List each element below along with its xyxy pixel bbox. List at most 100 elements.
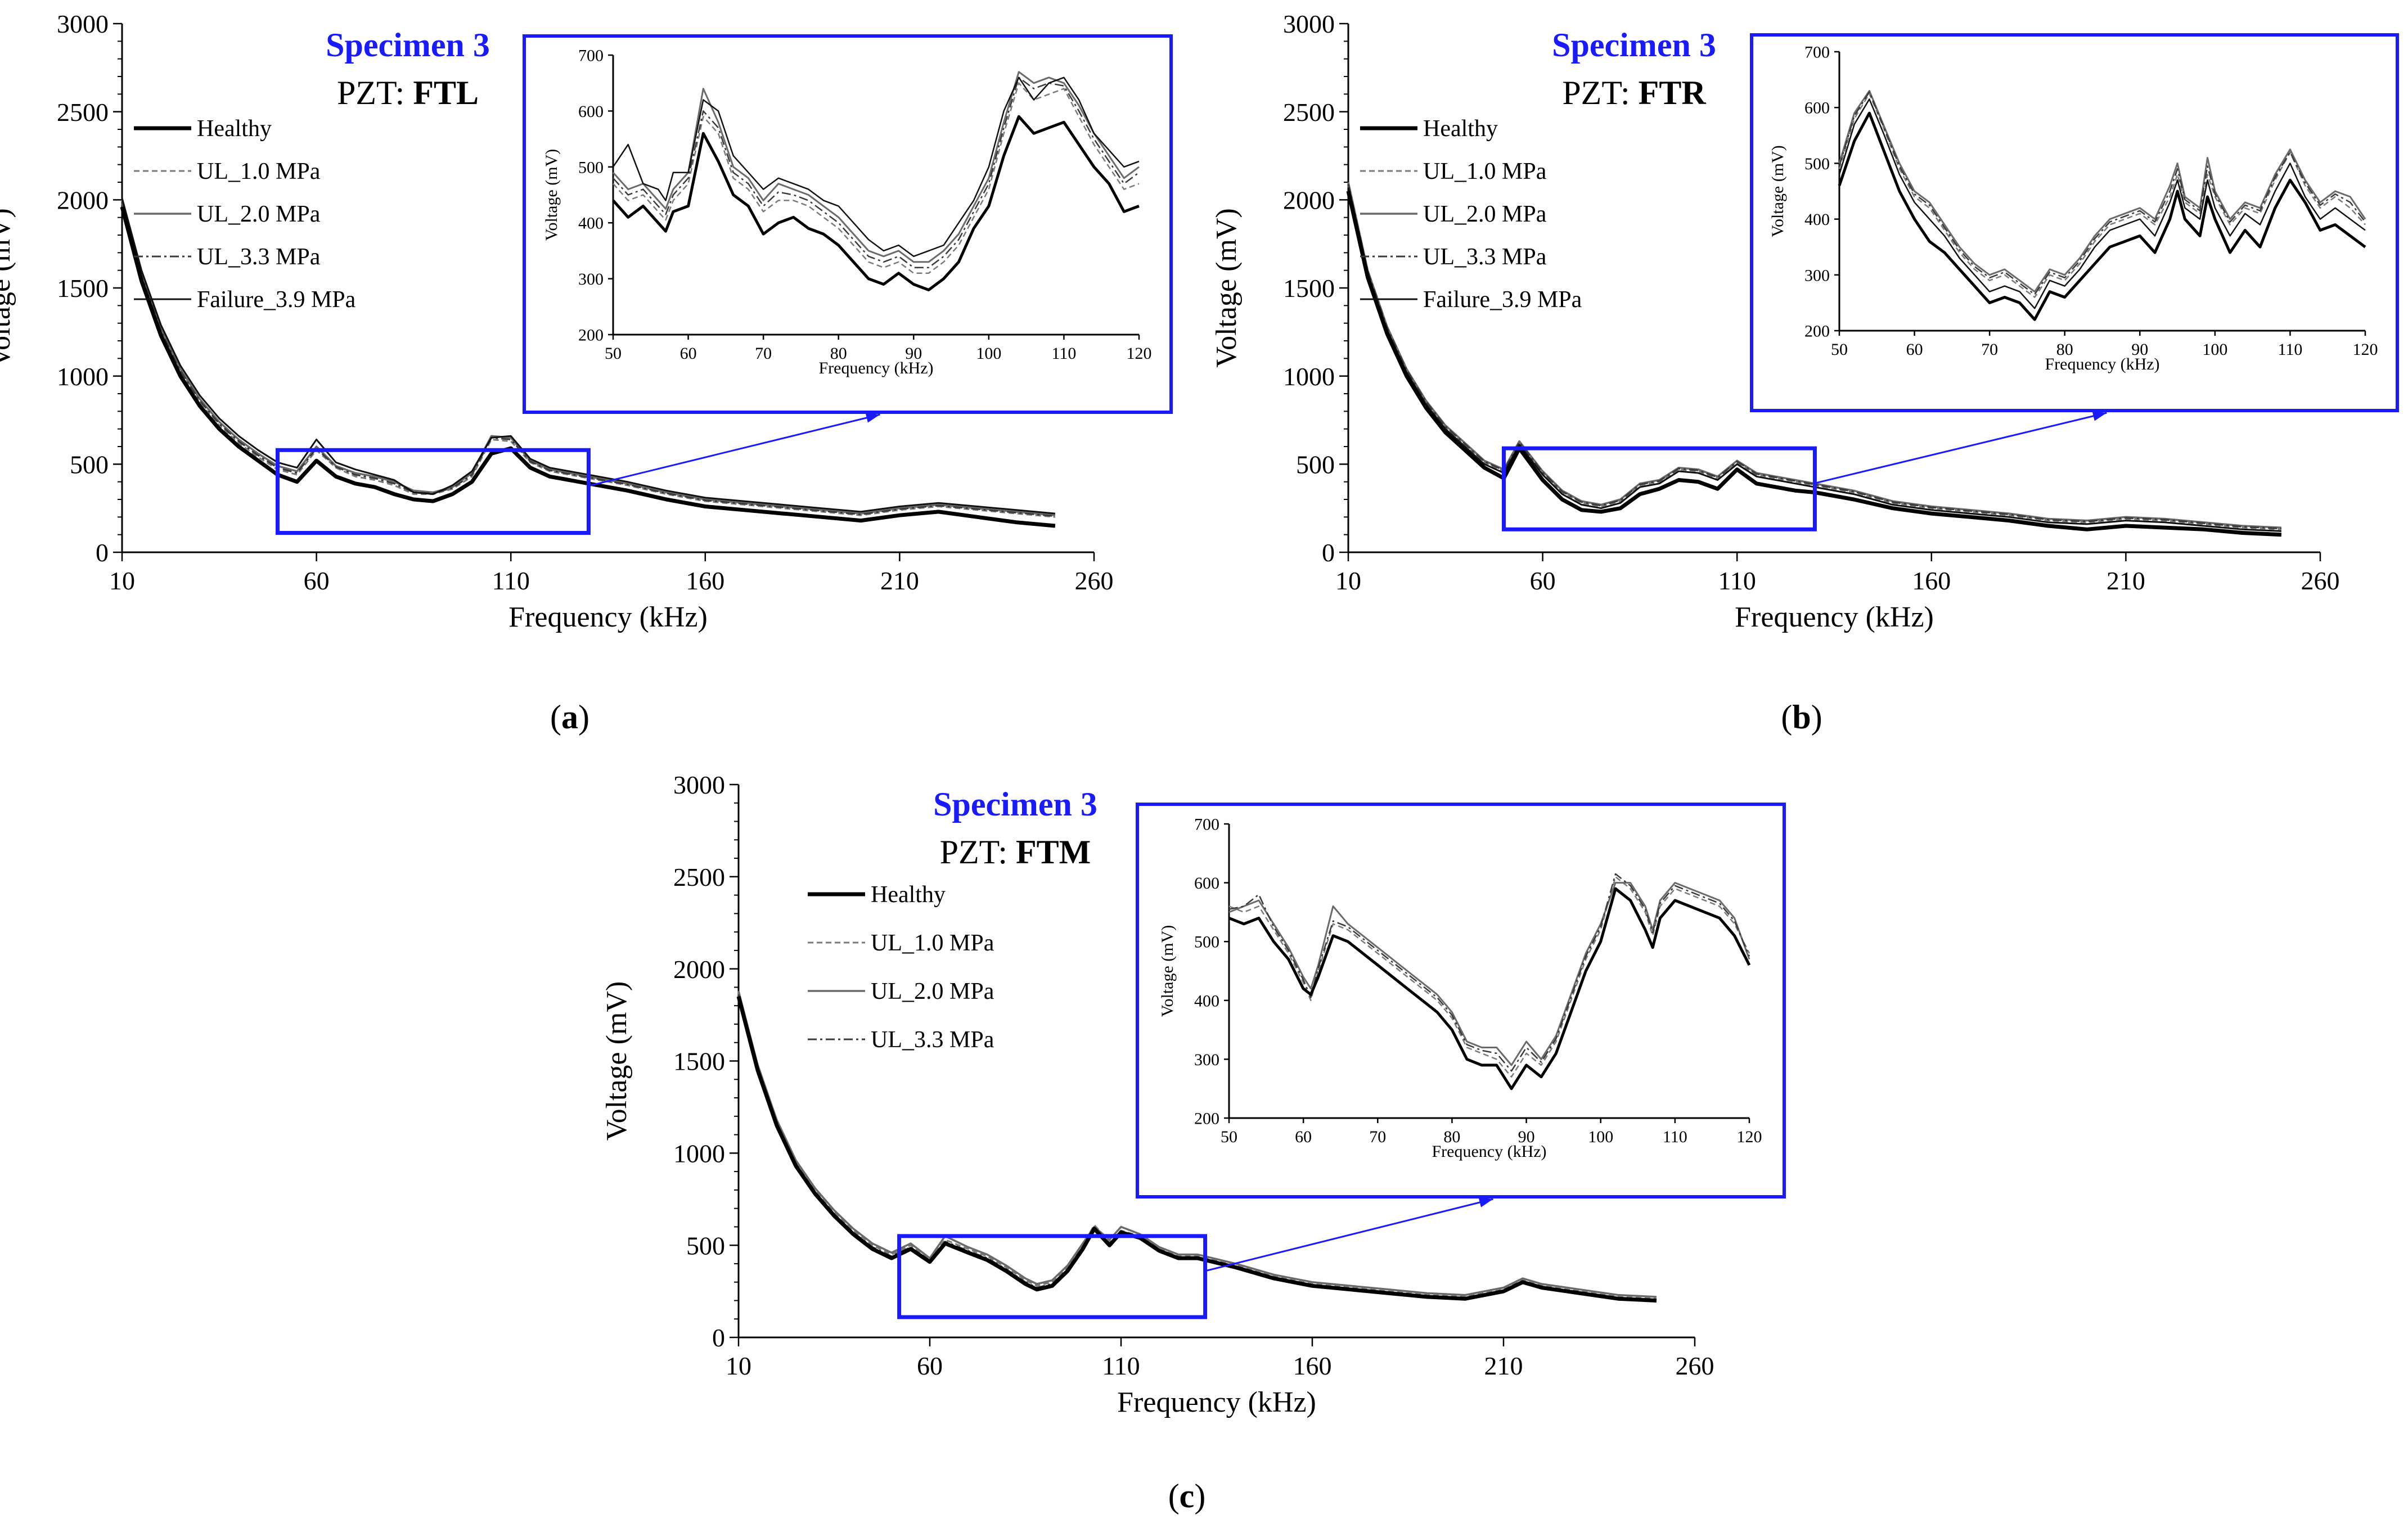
inset-b-y-tick-label: 200 bbox=[1804, 322, 1830, 341]
pzt-code: FTL bbox=[413, 74, 479, 111]
main-c-x-tick-label: 160 bbox=[1293, 1351, 1332, 1380]
inset-b-x-tick-label: 110 bbox=[2278, 340, 2302, 359]
panel-label-b: (b) bbox=[1781, 699, 1822, 736]
inset-b-y-tick-label: 600 bbox=[1804, 99, 1830, 118]
zoom-arrow-head-a bbox=[865, 413, 880, 423]
inset-c-x-tick-label: 90 bbox=[1518, 1128, 1535, 1146]
inset-a-x-axis-label: Frequency (kHz) bbox=[818, 359, 933, 377]
zoom-box-b bbox=[1501, 446, 1817, 531]
legend-label-c: UL_2.0 MPa bbox=[871, 979, 994, 1004]
panel-label-a: (a) bbox=[550, 699, 589, 736]
main-b-y-tick-label: 3000 bbox=[1283, 10, 1335, 38]
main-b-series-ul-3-3-mpa bbox=[1347, 183, 2281, 530]
inset-c-y-tick-label: 200 bbox=[1194, 1110, 1219, 1128]
main-a-y-tick-label: 500 bbox=[70, 450, 109, 479]
main-c-y-tick-label: 2000 bbox=[673, 955, 725, 984]
inset-frame-b bbox=[1750, 33, 2399, 412]
zoom-box-a bbox=[275, 448, 591, 535]
panel-letter: a bbox=[561, 699, 578, 736]
main-a-x-tick-label: 210 bbox=[880, 566, 919, 595]
main-b-series-failure-3-9-mpa bbox=[1347, 187, 2281, 532]
legend-label-b: UL_2.0 MPa bbox=[1423, 201, 1547, 227]
pzt-label-b: PZT: FTR bbox=[1562, 74, 1706, 111]
main-a-y-tick-label: 2500 bbox=[57, 98, 109, 127]
main-a-x-axis-label: Frequency (kHz) bbox=[508, 601, 708, 633]
inset-a: 50 60 70 80 90 100 110 120 200 300 400 500 600 700 Fre… bbox=[542, 47, 1152, 378]
legend-label-c: UL_3.3 MPa bbox=[871, 1027, 994, 1053]
main-b-series-healthy bbox=[1346, 190, 2282, 537]
panel-paren-open: ( bbox=[1168, 1477, 1180, 1515]
main-b-y-tick-label: 1500 bbox=[1283, 274, 1335, 303]
inset-a-series-failure-3-9-mpa bbox=[612, 76, 1140, 258]
main-c-y-tick-label: 500 bbox=[686, 1231, 725, 1260]
main-a-y-tick-label: 0 bbox=[96, 538, 109, 567]
specimen-title-a: Specimen 3 bbox=[326, 26, 490, 64]
legend-label-b: Failure_3.9 MPa bbox=[1423, 287, 1582, 313]
pzt-label-a: PZT: FTL bbox=[337, 74, 479, 111]
main-b-x-tick-label: 110 bbox=[1718, 566, 1756, 595]
inset-c-y-tick-label: 400 bbox=[1194, 992, 1219, 1010]
main-c-x-tick-label: 110 bbox=[1102, 1351, 1140, 1380]
inset-a-y-tick-label: 600 bbox=[578, 102, 604, 121]
pzt-code: FTM bbox=[1016, 833, 1091, 871]
main-a-x-tick-label: 10 bbox=[109, 566, 135, 595]
inset-c-y-axis-label: Voltage (mV) bbox=[1158, 925, 1177, 1017]
inset-c-y-tick-label: 500 bbox=[1194, 933, 1219, 952]
inset-a-x-tick-label: 100 bbox=[976, 344, 1001, 363]
inset-b-series-failure-3-9-mpa bbox=[1838, 98, 2366, 309]
inset-c: 50 60 70 80 90 100 110 120 200 300 400 500 600 700 Fre… bbox=[1158, 815, 1762, 1161]
main-b-x-tick-label: 60 bbox=[1530, 566, 1556, 595]
inset-b-y-tick-label: 700 bbox=[1804, 43, 1830, 62]
pzt-prefix: PZT: bbox=[337, 74, 413, 111]
inset-c-y-tick-label: 600 bbox=[1194, 874, 1219, 893]
panel-letter: b bbox=[1792, 699, 1811, 736]
main-a-y-tick-label: 1000 bbox=[57, 362, 109, 391]
main-b-x-tick-label: 160 bbox=[1912, 566, 1951, 595]
main-b-y-tick-label: 500 bbox=[1296, 450, 1335, 479]
inset-b-x-tick-label: 70 bbox=[1981, 340, 1998, 359]
inset-a-x-tick-label: 60 bbox=[680, 344, 697, 363]
legend-label-a: UL_1.0 MPa bbox=[197, 159, 321, 184]
legend-label-a: Healthy bbox=[197, 116, 272, 142]
zoom-connector-c bbox=[1205, 1198, 1493, 1272]
pzt-prefix: PZT: bbox=[940, 833, 1016, 871]
inset-a-series-ul-1-0-mpa bbox=[613, 82, 1140, 274]
inset-a-series-healthy bbox=[612, 115, 1140, 291]
inset-c-x-tick-label: 60 bbox=[1295, 1128, 1312, 1146]
panel-paren-close: ) bbox=[1194, 1477, 1205, 1515]
panel-letter: c bbox=[1180, 1477, 1195, 1515]
main-b-x-tick-label: 210 bbox=[2107, 566, 2145, 595]
main-a-y-axis-label: Voltage (mV) bbox=[0, 208, 16, 368]
panel-paren-open: ( bbox=[1781, 699, 1792, 736]
main-c-y-axis-label: Voltage (mV) bbox=[601, 981, 633, 1141]
inset-b-y-axis-label: Voltage (mV) bbox=[1768, 145, 1787, 237]
inset-frame-a bbox=[523, 34, 1173, 414]
inset-a-x-tick-label: 80 bbox=[830, 344, 847, 363]
inset-a-y-tick-label: 400 bbox=[578, 214, 604, 233]
inset-c-x-tick-label: 120 bbox=[1737, 1128, 1762, 1146]
main-c-y-tick-label: 1500 bbox=[673, 1047, 725, 1076]
inset-b-y-tick-label: 500 bbox=[1804, 155, 1830, 173]
inset-a-y-axis-label: Voltage (mV) bbox=[542, 149, 561, 241]
main-c-x-tick-label: 60 bbox=[917, 1351, 943, 1380]
inset-c-x-tick-label: 80 bbox=[1443, 1128, 1460, 1146]
inset-b-x-tick-label: 90 bbox=[2131, 340, 2148, 359]
main-b-x-tick-label: 10 bbox=[1335, 566, 1361, 595]
main-a-y-tick-label: 1500 bbox=[57, 274, 109, 303]
inset-a-x-tick-label: 70 bbox=[755, 344, 772, 363]
specimen-title-c: Specimen 3 bbox=[933, 786, 1097, 823]
legend-label-b: UL_1.0 MPa bbox=[1423, 159, 1547, 184]
main-a-x-tick-label: 60 bbox=[304, 566, 330, 595]
panel-paren-open: ( bbox=[550, 699, 561, 736]
inset-b-x-tick-label: 80 bbox=[2056, 340, 2073, 359]
panel-paren-close: ) bbox=[1811, 699, 1822, 736]
inset-a-y-tick-label: 700 bbox=[578, 47, 604, 65]
main-b-y-tick-label: 0 bbox=[1322, 538, 1335, 567]
inset-b-x-tick-label: 50 bbox=[1831, 340, 1848, 359]
inset-c-y-tick-label: 700 bbox=[1194, 815, 1219, 834]
main-a-y-tick-label: 3000 bbox=[57, 10, 109, 38]
inset-a-x-tick-label: 120 bbox=[1127, 344, 1152, 363]
panel-a: 10 60 110 160 210 260 0 500 1000 1500 2000 2500 3000… bbox=[0, 10, 1173, 736]
inset-b-series-ul-2-0-mpa bbox=[1838, 89, 2366, 293]
inset-b-x-axis-label: Frequency (kHz) bbox=[2045, 355, 2159, 373]
